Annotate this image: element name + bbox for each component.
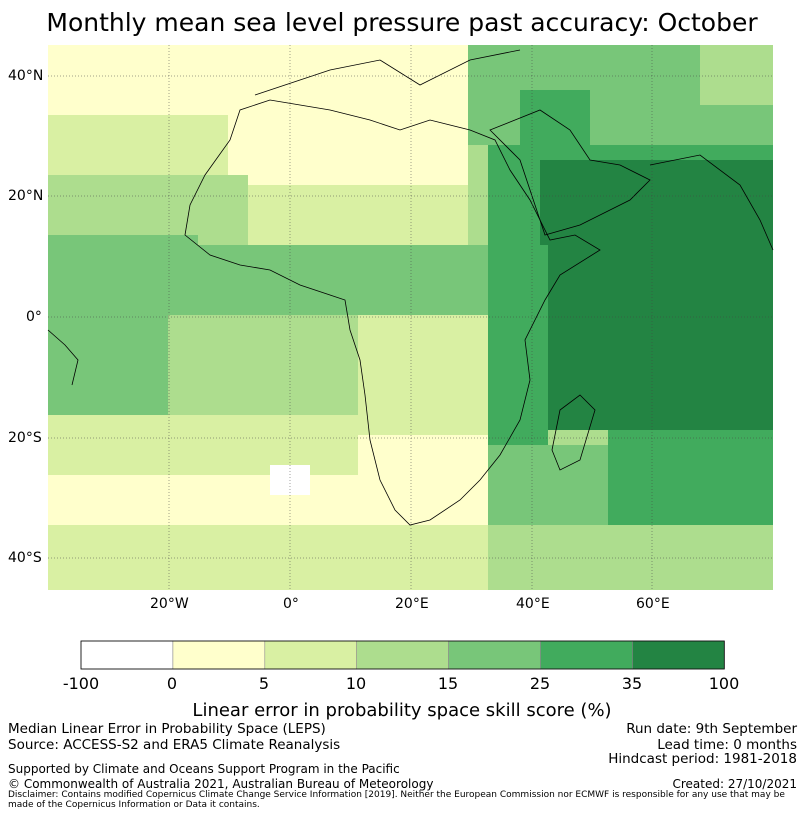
lon-tick: 60°E: [636, 596, 670, 612]
colorbar-label: 10: [345, 674, 367, 693]
copyright-text: © Commonwealth of Australia 2021, Austra…: [8, 777, 434, 791]
info-line-1: Median Linear Error in Probability Space…: [8, 721, 326, 737]
lon-tick: 20°W: [150, 596, 189, 612]
lat-tick: 20°S: [8, 430, 42, 446]
colorbar-segment: [540, 640, 633, 670]
colorbar-segment: [264, 640, 357, 670]
colorbar-label: 5: [258, 674, 270, 693]
lon-tick: 20°E: [395, 596, 429, 612]
lon-tick: 40°E: [516, 596, 550, 612]
colorbar: [80, 640, 725, 670]
gridlines: [48, 45, 773, 590]
colorbar-label: 15: [437, 674, 459, 693]
colorbar-border: [80, 640, 725, 670]
hindcast-period: Hindcast period: 1981-2018: [608, 751, 797, 767]
colorbar-label: 0: [166, 674, 178, 693]
lon-tick: 0°: [283, 596, 299, 612]
colorbar-title: Linear error in probability space skill …: [192, 700, 612, 721]
run-date: Run date: 9th September: [626, 721, 797, 737]
colorbar-segment: [356, 640, 449, 670]
created-date: Created: 27/10/2021: [672, 777, 797, 791]
coastlines: [47, 49, 774, 526]
colorbar-label: -100: [62, 674, 100, 693]
info-line-2: Source: ACCESS-S2 and ERA5 Climate Reana…: [8, 737, 341, 753]
lat-tick: 20°N: [8, 188, 44, 204]
colorbar-label: 25: [529, 674, 551, 693]
colorbar-segment: [632, 640, 725, 670]
colorbar-segment: [448, 640, 541, 670]
support-text: Supported by Climate and Oceans Support …: [8, 762, 400, 776]
map-title: Monthly mean sea level pressure past acc…: [46, 8, 758, 37]
lat-tick: 0°: [26, 309, 42, 325]
colorbar-segment: [80, 640, 174, 670]
colorbar-segment: [172, 640, 266, 670]
colorbar-label: 100: [708, 674, 740, 693]
colorbar-label: 35: [621, 674, 643, 693]
lat-tick: 40°S: [8, 550, 42, 566]
disclaimer: Disclaimer: Contains modified Copernicus…: [8, 790, 785, 810]
lead-time: Lead time: 0 months: [657, 737, 797, 753]
lat-tick: 40°N: [8, 68, 44, 84]
